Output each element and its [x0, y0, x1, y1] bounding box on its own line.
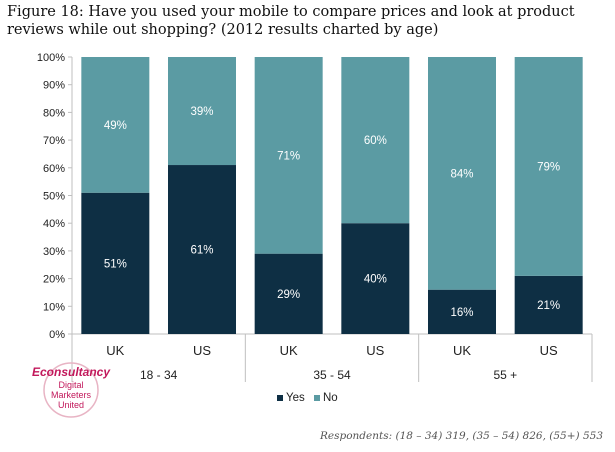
- y-tick-label: 20%: [43, 274, 65, 286]
- x-category-label: UK: [106, 343, 124, 358]
- y-tick-label: 60%: [43, 163, 65, 175]
- bar-no: [81, 57, 150, 193]
- legend-label-no: No: [323, 392, 338, 404]
- data-label-yes: 61%: [190, 245, 213, 257]
- bar-yes: [81, 192, 150, 334]
- bar-no: [514, 57, 583, 276]
- y-tick-label: 10%: [43, 301, 65, 313]
- legend-swatch-no: [314, 395, 320, 401]
- bar-yes: [341, 223, 410, 334]
- bar-yes: [168, 165, 236, 334]
- data-label-no: 79%: [537, 161, 560, 173]
- x-group-label: 35 - 54: [313, 368, 351, 382]
- data-label-yes: 21%: [537, 300, 560, 312]
- data-label-no: 84%: [450, 168, 473, 180]
- y-tick-label: 100%: [37, 52, 65, 64]
- data-label-no: 71%: [277, 150, 300, 162]
- bar-yes: [514, 275, 583, 334]
- bar-no: [341, 57, 410, 224]
- logo-ring-icon: [43, 362, 99, 418]
- y-tick-label: 50%: [43, 191, 65, 203]
- y-tick-label: 70%: [43, 135, 65, 147]
- bar-yes: [428, 289, 496, 334]
- data-label-yes: 16%: [450, 307, 473, 319]
- econsultancy-logo: Econsultancy Digital Marketers United: [22, 350, 120, 420]
- y-tick-label: 80%: [43, 107, 65, 119]
- bar-no: [168, 57, 236, 166]
- data-label-yes: 51%: [104, 258, 127, 270]
- x-category-label: US: [366, 343, 384, 358]
- bar-no: [254, 57, 323, 254]
- x-category-label: US: [540, 343, 558, 358]
- legend-swatch-yes: [277, 395, 283, 401]
- y-tick-label: 40%: [43, 218, 65, 230]
- respondents-footnote: Respondents: (18 – 34) 319, (35 – 54) 82…: [319, 430, 603, 442]
- data-label-yes: 40%: [364, 274, 387, 286]
- y-tick-label: 30%: [43, 246, 65, 258]
- data-label-no: 39%: [190, 106, 213, 118]
- chart-title: Figure 18: Have you used your mobile to …: [7, 4, 575, 38]
- data-label-no: 49%: [104, 120, 127, 132]
- x-category-label: US: [193, 343, 211, 358]
- logo-tagline-2: Marketers: [50, 390, 91, 400]
- logo-tagline-1: Digital: [58, 380, 84, 390]
- x-group-label: 18 - 34: [140, 368, 178, 382]
- logo-brand: Econsultancy: [31, 365, 111, 379]
- data-label-no: 60%: [364, 135, 387, 147]
- logo-tagline-3: United: [57, 400, 84, 410]
- y-tick-label: 0%: [49, 329, 65, 341]
- y-tick-label: 90%: [43, 80, 65, 92]
- x-category-label: UK: [280, 343, 298, 358]
- bar-yes: [254, 253, 323, 334]
- x-group-label: 55 +: [493, 368, 517, 382]
- x-category-label: UK: [453, 343, 471, 358]
- legend-label-yes: Yes: [286, 392, 305, 404]
- bar-no: [428, 57, 496, 290]
- data-label-yes: 29%: [277, 289, 300, 301]
